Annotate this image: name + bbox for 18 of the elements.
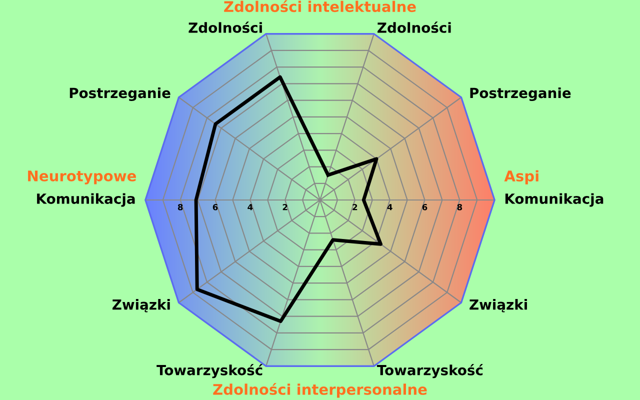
spoke-label: Towarzyskość xyxy=(376,364,483,378)
text: Neurotypowe xyxy=(28,170,136,184)
spoke-label: Związki xyxy=(112,299,170,312)
spoke-label: Związki xyxy=(470,299,527,312)
spoke-label: Zdolności xyxy=(378,22,451,33)
spoke-label: Postrzeganie xyxy=(70,87,170,102)
text: 2 xyxy=(282,204,288,210)
text: 8 xyxy=(178,204,183,210)
spoke-label: Towarzyskość xyxy=(156,364,263,378)
text: 6 xyxy=(422,204,428,210)
text: 4 xyxy=(248,204,253,210)
spoke-label: Komunikacja xyxy=(37,193,135,207)
spoke-label: Komunikacja xyxy=(505,193,604,207)
text: Aspi xyxy=(504,170,538,184)
spoke-label: Zdolności xyxy=(188,22,262,33)
text: Zdolności intelektualne xyxy=(224,0,416,12)
text: Zdolności interpersonalne xyxy=(213,383,427,398)
spoke-label: Postrzeganie xyxy=(470,87,571,102)
